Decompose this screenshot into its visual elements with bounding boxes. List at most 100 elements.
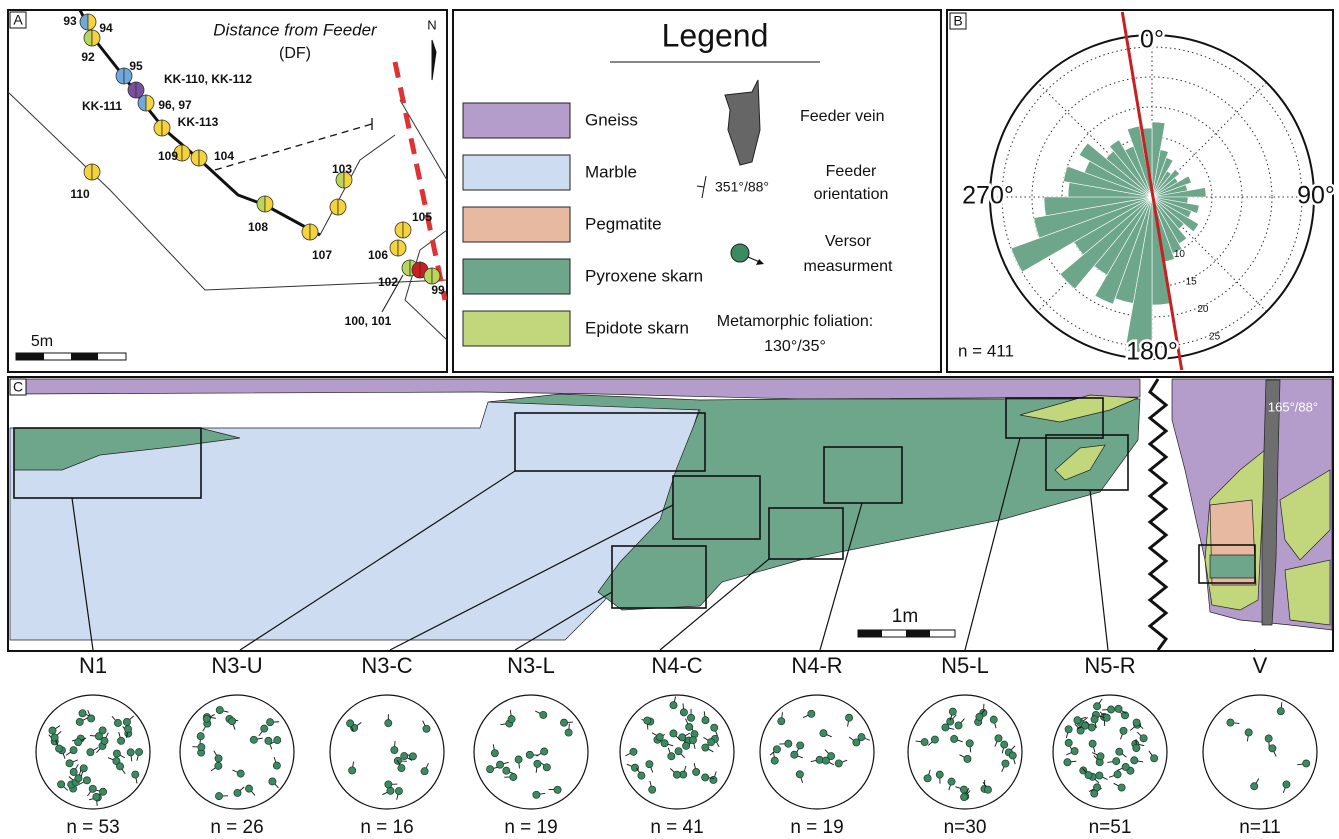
station-dot: [83, 29, 93, 47]
stereonet: [329, 694, 445, 810]
station-dot: [198, 149, 208, 167]
station-dot: [423, 267, 433, 285]
station-dot: [137, 94, 147, 112]
versor: [1302, 759, 1311, 768]
versor: [57, 780, 66, 789]
station-label: 107: [312, 248, 332, 262]
versor: [954, 721, 963, 730]
versor: [852, 738, 861, 747]
station-label: 110: [70, 187, 90, 201]
versor: [1090, 715, 1099, 724]
versor: [1000, 740, 1009, 749]
stereonet-name: N1: [79, 653, 107, 678]
scale-bar: [15, 352, 127, 361]
versor: [560, 718, 568, 727]
box: [823, 446, 903, 504]
versor: [1084, 771, 1093, 780]
epidote-skarn: [1284, 559, 1331, 626]
versor: [1264, 734, 1273, 743]
versor: [631, 763, 639, 772]
versor: [113, 719, 122, 727]
versor: [1282, 780, 1291, 789]
legend-label: 130°/35°: [764, 338, 826, 355]
versor: [65, 759, 74, 768]
versor-icon: [730, 243, 750, 263]
station-dot: [115, 67, 125, 85]
feeder-vein: [1261, 379, 1281, 626]
versor: [384, 780, 393, 789]
versor: [228, 717, 237, 726]
panel-b: B 10 15 20 25 0° 90° 180° 270° n = 411: [946, 9, 1337, 373]
scale-label: 1m: [892, 606, 918, 627]
station-dot: [181, 144, 191, 162]
versor: [533, 759, 542, 768]
versor: [710, 723, 719, 732]
station-label: 95: [129, 59, 143, 73]
versor: [400, 752, 409, 761]
stereonet-name: N5-L: [941, 653, 989, 678]
versor: [272, 761, 281, 770]
station-label: 109: [158, 149, 178, 163]
epidote-skarn: [1279, 469, 1331, 561]
versor: [214, 754, 223, 763]
rose-petal: [1094, 196, 1153, 305]
legend-swatch: [462, 102, 571, 139]
versor: [131, 770, 140, 779]
versor: [215, 706, 224, 715]
versor: [1121, 763, 1130, 771]
versor: [553, 785, 562, 794]
versor: [827, 752, 836, 760]
versor: [795, 770, 804, 779]
versor: [669, 729, 678, 738]
rose-petal: [1126, 125, 1153, 198]
versor: [667, 752, 676, 761]
station-label: 94: [99, 21, 113, 35]
versor: [1250, 782, 1259, 791]
versor: [502, 766, 511, 775]
connector: [1089, 489, 1109, 651]
rose-petal: [1151, 175, 1192, 198]
versor: [122, 718, 131, 726]
boundary: [7, 91, 448, 291]
versor: [69, 746, 78, 755]
connector: [964, 437, 1021, 651]
stereonet-n: n=30: [944, 817, 987, 838]
panel-label: C: [13, 379, 23, 395]
connector: [659, 558, 770, 651]
stereonets: N1 n = 53 N3-U n = 26 N3-C n = 16 N3-L n = 19 N4…: [35, 653, 1318, 838]
versor: [701, 743, 710, 752]
versor: [701, 773, 710, 782]
versor: [930, 735, 939, 744]
versor: [236, 769, 245, 778]
versor: [1070, 747, 1079, 756]
versor: [525, 750, 534, 759]
versor: [772, 745, 781, 754]
label-box: [949, 12, 967, 30]
versor: [682, 741, 691, 750]
feeder-trace: [392, 61, 448, 301]
station-dot: [402, 221, 412, 239]
versor: [984, 785, 992, 794]
station-dot: [83, 163, 93, 181]
versor: [1073, 716, 1082, 725]
versor: [69, 768, 78, 776]
box: [1198, 544, 1256, 584]
station-label: 103: [332, 162, 352, 176]
station-label: 100, 101: [345, 314, 392, 328]
station-dot: [190, 149, 200, 167]
scale: [16, 353, 44, 360]
versor: [117, 736, 126, 745]
versor: [1096, 752, 1105, 761]
box: [1045, 434, 1129, 491]
stereonet-n: n = 19: [790, 817, 843, 838]
pyroxene-skarn: [1209, 554, 1256, 579]
versor: [214, 761, 223, 770]
versor: [245, 784, 253, 793]
versor: [112, 749, 121, 758]
versor: [790, 750, 799, 759]
station-dot: [431, 267, 441, 285]
r-tick-label: 10: [1174, 249, 1186, 260]
versor: [507, 715, 516, 724]
versor: [920, 738, 929, 747]
versor: [92, 793, 101, 801]
